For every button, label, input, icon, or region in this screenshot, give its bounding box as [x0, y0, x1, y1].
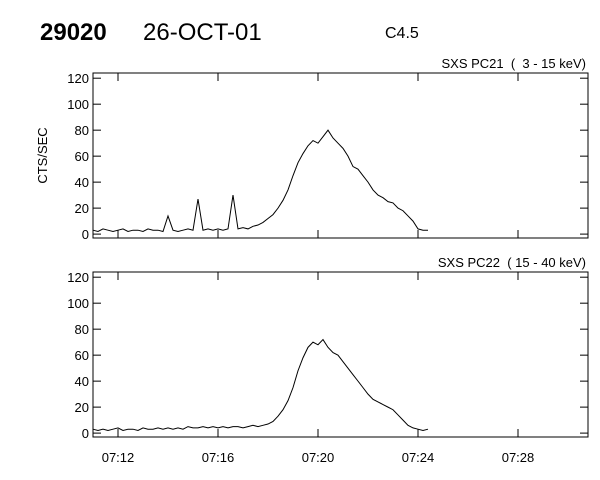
x-tick-label: 07:12	[102, 450, 135, 465]
data-line	[92, 129, 428, 233]
panel-title: SXS PC22 ( 15 - 40 keV)	[438, 255, 586, 270]
panel-title: SXS PC21 ( 3 - 15 keV)	[441, 56, 586, 71]
y-tick-label: 0	[82, 426, 89, 441]
flare-class: C4.5	[385, 25, 419, 42]
y-tick-label: 80	[75, 123, 89, 138]
y-tick-label: 20	[75, 400, 89, 415]
y-tick-label: 20	[75, 201, 89, 216]
event-date: 26-OCT-01	[143, 19, 262, 46]
plot-frame	[92, 271, 589, 438]
y-tick-label: 100	[67, 296, 89, 311]
y-tick-label: 60	[75, 348, 89, 363]
x-tick-label: 07:16	[202, 450, 235, 465]
y-tick-label: 120	[67, 270, 89, 285]
y-tick-label: 80	[75, 322, 89, 337]
y-tick-label: 120	[67, 71, 89, 86]
y-tick-label: 100	[67, 97, 89, 112]
event-id: 29020	[40, 19, 107, 46]
y-tick-label: 40	[75, 175, 89, 190]
y-tick-label: 60	[75, 149, 89, 164]
y-tick-label: 0	[82, 227, 89, 242]
y-tick-label: 40	[75, 374, 89, 389]
plot-frame	[92, 72, 589, 239]
x-tick-label: 07:28	[502, 450, 535, 465]
x-tick-label: 07:24	[402, 450, 435, 465]
data-line	[92, 338, 429, 432]
y-axis-label: CTS/SEC	[35, 127, 50, 183]
x-tick-label: 07:20	[302, 450, 335, 465]
